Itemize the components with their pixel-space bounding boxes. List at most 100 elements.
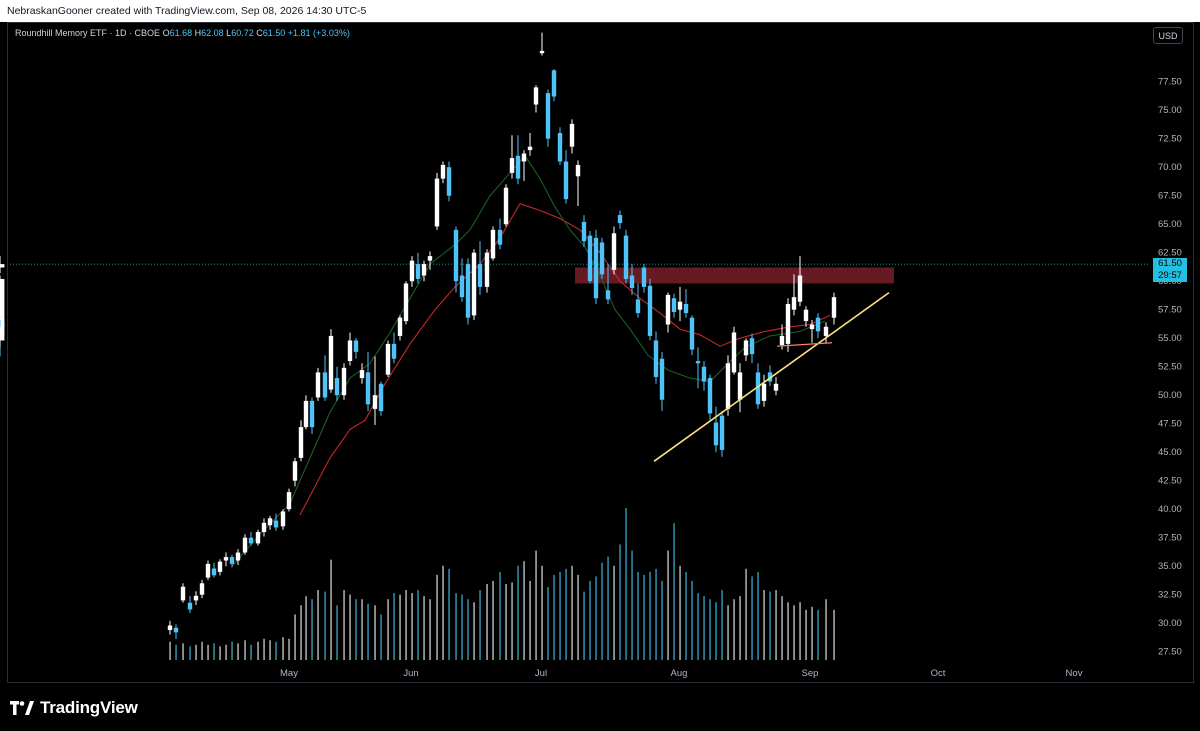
- volume-bar: [619, 544, 621, 660]
- candle-body: [199, 583, 205, 595]
- candle-body: [267, 518, 273, 526]
- volume-bar: [505, 584, 507, 660]
- candle-body: [629, 275, 635, 289]
- candle: [767, 365, 773, 387]
- y-tick-label: 72.50: [1158, 134, 1182, 145]
- volume-bar: [275, 641, 277, 660]
- candle-body: [490, 229, 496, 259]
- x-tick-label: Jun: [403, 668, 418, 679]
- candle: [235, 549, 241, 566]
- candle-body: [409, 260, 415, 282]
- volume-bar: [257, 641, 259, 660]
- volume-bar: [336, 605, 338, 660]
- candle: [385, 340, 391, 377]
- volume-bar: [781, 596, 783, 660]
- volume-bar: [479, 590, 481, 660]
- volume-bar: [282, 637, 284, 660]
- candle-body: [385, 343, 391, 375]
- symbol-name: Roundhill Memory ETF · 1D · CBOE: [15, 28, 161, 38]
- y-tick-label: 77.50: [1158, 77, 1182, 88]
- brand[interactable]: TradingView: [10, 698, 138, 718]
- volume-bar: [529, 580, 531, 660]
- y-tick-label: 67.50: [1158, 191, 1182, 202]
- volume-bar: [613, 565, 615, 660]
- candle: [365, 351, 371, 412]
- candle-body: [665, 294, 671, 325]
- candle-body: [372, 395, 378, 409]
- candle: [261, 518, 267, 537]
- volume-bar: [655, 568, 657, 660]
- candle: [743, 338, 749, 361]
- candle-body: [701, 366, 707, 382]
- candle-body: [255, 532, 261, 544]
- candle-body: [689, 317, 695, 350]
- candle-body: [815, 317, 821, 332]
- volume-bar: [324, 591, 326, 660]
- y-tick-label: 75.00: [1158, 105, 1182, 116]
- candle-body: [359, 370, 365, 379]
- volume-bar: [799, 602, 801, 660]
- candle-body: [315, 372, 321, 398]
- candle: [223, 552, 229, 567]
- candle: [563, 150, 569, 204]
- candle: [490, 226, 496, 261]
- volume-bar: [207, 644, 209, 660]
- candle-body: [659, 358, 665, 400]
- volume-bar: [189, 646, 191, 660]
- resistance-zone: [575, 267, 894, 284]
- candle-body: [527, 146, 533, 151]
- candle: [593, 229, 599, 304]
- candle: [629, 264, 635, 295]
- volume-bar: [175, 644, 177, 660]
- volume-bar: [727, 605, 729, 660]
- candle: [255, 529, 261, 546]
- candle-body: [353, 340, 359, 352]
- volume-bar: [607, 556, 609, 660]
- x-tick-label: Jul: [535, 668, 547, 679]
- volume-bar: [553, 574, 555, 660]
- candle: [785, 298, 791, 352]
- y-tick-label: 70.00: [1158, 162, 1182, 173]
- candle-body: [427, 256, 433, 261]
- candle-body: [229, 557, 235, 564]
- y-tick-label: 57.50: [1158, 305, 1182, 316]
- candle-body: [248, 537, 254, 544]
- candle-body: [695, 361, 701, 364]
- candle: [557, 127, 563, 165]
- candle-body: [484, 252, 490, 287]
- candle: [605, 264, 611, 304]
- volume-bar: [467, 599, 469, 660]
- candle-body: [809, 324, 815, 330]
- volume-bar: [517, 565, 519, 660]
- volume-bar: [492, 580, 494, 660]
- candle-body: [593, 237, 599, 299]
- volume-bar: [269, 640, 271, 660]
- y-tick-label: 27.50: [1158, 647, 1182, 658]
- x-tick-label: May: [280, 668, 298, 679]
- volume-bar: [565, 568, 567, 660]
- candle-body: [509, 158, 515, 173]
- volume-bar: [667, 550, 669, 660]
- candle-body: [533, 87, 539, 105]
- volume-bar: [757, 571, 759, 660]
- candle: [484, 249, 490, 293]
- candle: [545, 89, 551, 147]
- chart-frame: [7, 22, 1194, 683]
- volume-bar: [793, 605, 795, 660]
- volume-bar: [763, 590, 765, 660]
- candle-body: [347, 340, 353, 361]
- volume-bar: [311, 599, 313, 660]
- y-tick-label: 35.00: [1158, 561, 1182, 572]
- candle-body: [0, 264, 5, 268]
- candle-body: [831, 297, 837, 318]
- candle-body: [0, 322, 5, 325]
- candle-body: [635, 299, 641, 314]
- volume-bar: [182, 643, 184, 660]
- candle: [0, 300, 5, 330]
- currency-button[interactable]: USD: [1153, 27, 1183, 44]
- volume-bar: [643, 574, 645, 660]
- y-tick-label: 62.50: [1158, 248, 1182, 259]
- candle: [809, 319, 815, 343]
- change-value: +1.81 (+3.03%): [287, 28, 350, 38]
